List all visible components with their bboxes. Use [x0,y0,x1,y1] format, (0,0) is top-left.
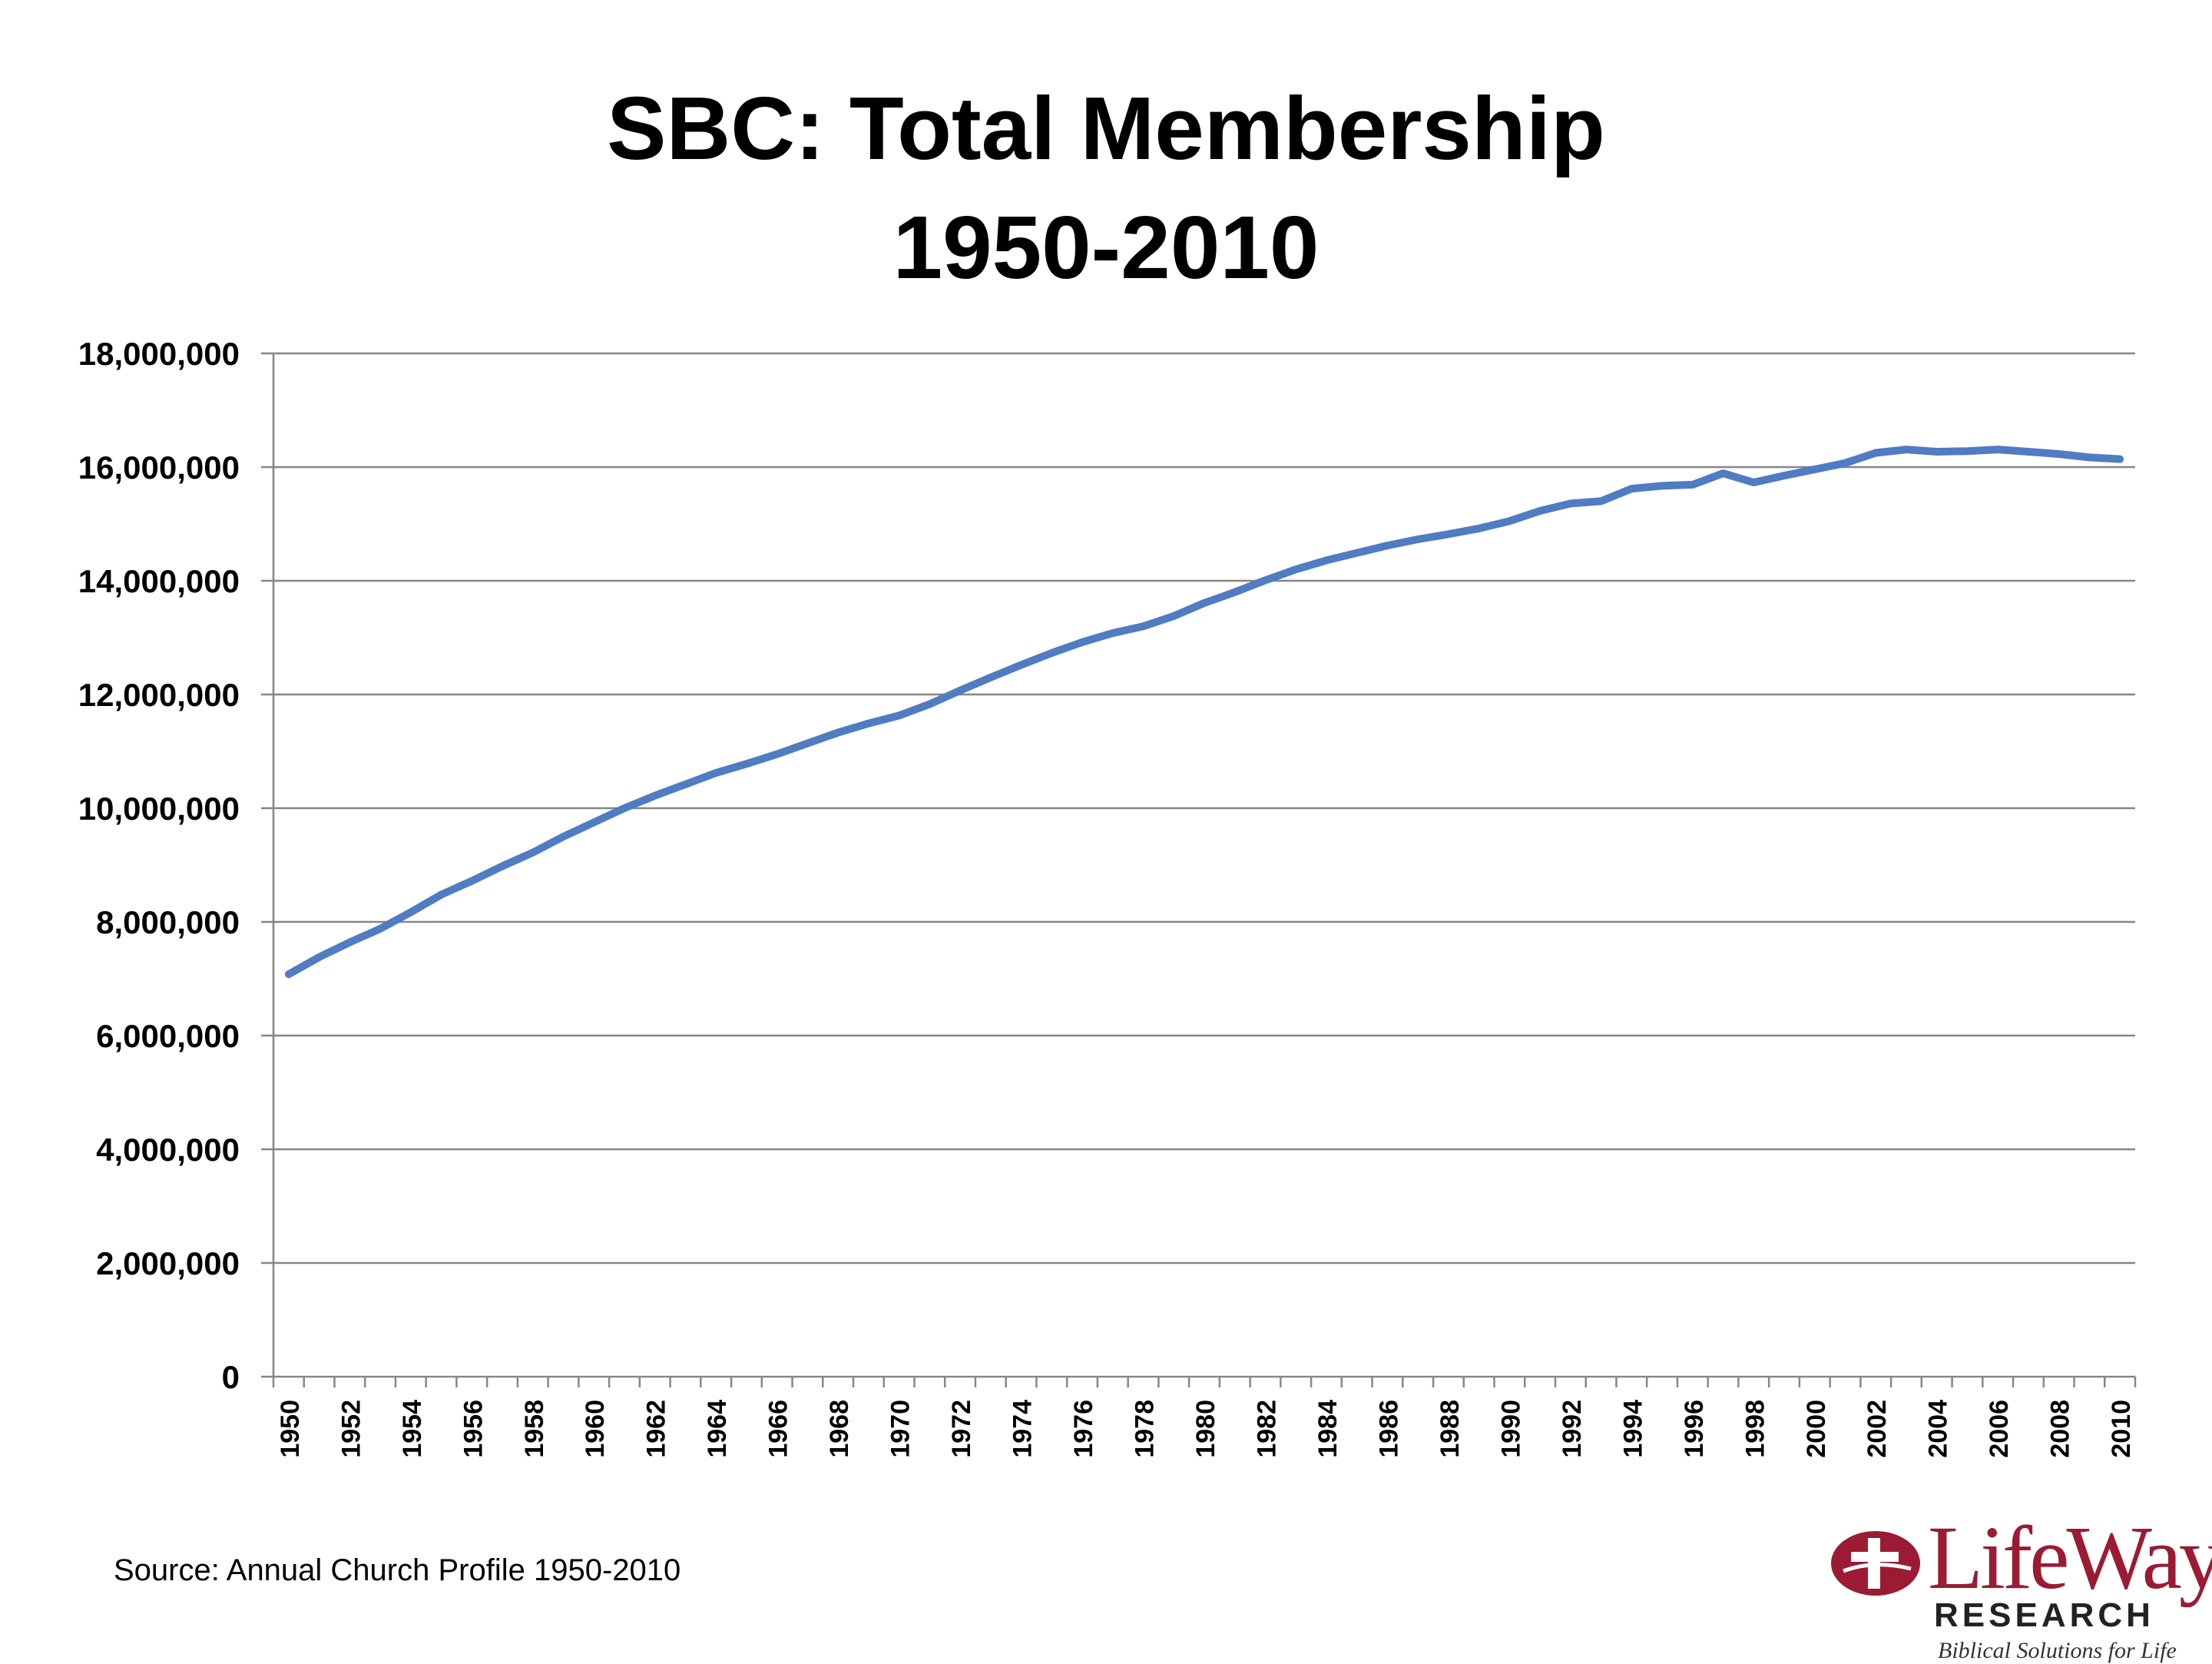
lifeway-research-logo: LifeWay RESEARCH Biblical Solutions for … [1828,1506,2212,1659]
x-tick-label: 1968 [825,1400,854,1458]
series-line-membership [289,449,2120,974]
x-tick-label: 1962 [642,1400,671,1458]
logo-wordmark: LifeWay [1928,1506,2212,1610]
y-tick-label: 4,000,000 [96,1132,240,1168]
x-tick-label: 1972 [947,1400,976,1458]
x-tick-label: 1958 [520,1400,549,1458]
x-tick-label: 1994 [1618,1400,1647,1458]
x-tick-label: 1998 [1740,1400,1770,1458]
x-tick-label: 2010 [2107,1400,2136,1458]
x-tick-label: 1978 [1131,1400,1160,1458]
y-tick-label: 2,000,000 [96,1245,240,1281]
x-tick-label: 2002 [1863,1400,1892,1458]
x-tick-label: 2006 [1985,1400,2014,1458]
x-tick-label: 1984 [1313,1400,1343,1458]
logo-subtitle: RESEARCH [1934,1596,2154,1635]
x-tick-label: 1996 [1680,1400,1709,1458]
x-tick-label: 1982 [1252,1400,1281,1458]
y-tick-label: 0 [222,1359,240,1395]
source-note: Source: Annual Church Profile 1950-2010 [114,1553,680,1588]
x-tick-label: 1964 [703,1400,732,1458]
x-tick-label: 1956 [459,1400,488,1458]
x-tick-label: 1976 [1069,1400,1098,1458]
y-tick-label: 16,000,000 [78,449,240,486]
y-tick-label: 14,000,000 [78,563,240,599]
y-tick-label: 8,000,000 [96,904,240,940]
x-tick-label: 1988 [1435,1400,1465,1458]
x-tick-label: 1960 [581,1400,610,1458]
x-tick-label: 1966 [764,1400,793,1458]
x-tick-label: 1992 [1558,1400,1587,1458]
x-tick-label: 1990 [1496,1400,1525,1458]
x-tick-label: 1950 [276,1400,305,1458]
y-tick-label: 10,000,000 [78,791,240,827]
x-tick-label: 1970 [886,1400,916,1458]
x-tick-label: 1986 [1374,1400,1403,1458]
logo-tagline: Biblical Solutions for Life [1938,1638,2177,1664]
y-tick-label: 6,000,000 [96,1018,240,1054]
x-tick-label: 2000 [1802,1400,1831,1458]
x-tick-label: 1954 [398,1400,427,1458]
x-tick-label: 1974 [1008,1400,1038,1458]
x-tick-label: 1980 [1191,1400,1220,1458]
x-tick-label: 2004 [1924,1400,1953,1458]
y-tick-label: 12,000,000 [78,677,240,713]
y-tick-label: 18,000,000 [78,336,240,372]
x-tick-label: 1952 [336,1400,366,1458]
cross-shield-icon [1828,1529,1920,1598]
x-tick-label: 2008 [2046,1400,2075,1458]
